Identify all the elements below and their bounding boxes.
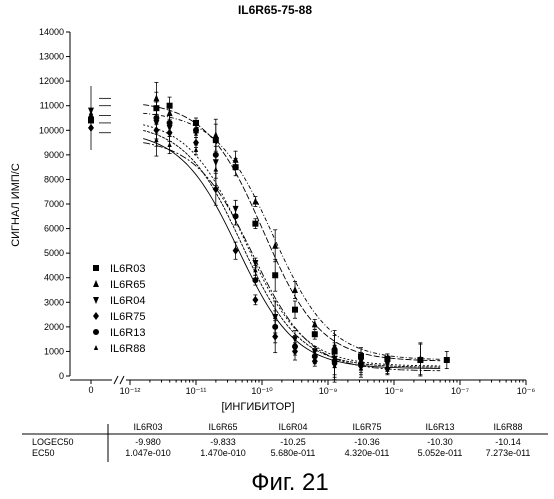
legend-label-IL6R13: IL6R13 [110,327,145,339]
x-tick-label: 10⁻¹² [120,386,141,396]
x-tick-label-zero: 0 [88,385,93,395]
y-tick-label: 14000 [39,27,64,37]
table-header-cell: IL6R88 [493,422,522,432]
figure-caption: Фиг. 21 [251,469,329,496]
y-tick-label: 0 [59,371,64,381]
legend-label-IL6R03: IL6R03 [110,263,145,275]
y-tick-label: 8000 [44,174,64,184]
table-header-cell: IL6R65 [208,422,237,432]
table-cell: -9.980 [135,437,161,447]
x-tick-label: 10⁻¹¹ [186,386,207,396]
x-tick-label: 10⁻⁶ [517,386,536,396]
fit-curves [99,98,440,370]
point-marker [272,272,278,278]
point-marker [214,167,218,172]
y-tick-label: 9000 [44,150,64,160]
axis-break-mark [114,376,118,384]
point-marker [167,120,173,126]
point-marker [252,296,258,304]
y-tick-label: 12000 [39,76,64,86]
point-marker [193,127,199,133]
table-cell: 1.470e-010 [200,448,246,458]
point-marker [444,357,450,363]
y-tick-label: 11000 [40,101,64,111]
fit-curve-IL6R04 [143,125,440,366]
table-cell: -9.833 [210,437,236,447]
legend-label-IL6R65: IL6R65 [110,279,145,291]
point-marker [93,265,99,271]
table-cell: -10.30 [427,437,453,447]
table-cell: 1.047e-010 [125,448,171,458]
y-tick-label: 3000 [44,297,64,307]
table-cell: 4.320e-011 [345,448,390,458]
fit-curve-IL6R13 [143,130,440,367]
legend-label-IL6R04: IL6R04 [110,295,145,307]
point-marker [94,345,98,350]
point-marker [292,286,298,293]
point-marker [252,198,258,205]
point-marker [153,115,159,121]
y-tick-label: 10000 [39,125,64,135]
table-cell: EC50 [32,448,55,458]
point-marker [93,280,99,287]
y-tick-label: 2000 [44,322,64,332]
y-tick-label: 5000 [44,248,64,258]
fit-curve-IL6R65 [143,113,440,359]
fit-curve-IL6R03 [143,105,440,361]
point-marker [93,297,99,304]
table-header-cell: IL6R04 [278,422,307,432]
table-cell: 7.273e-011 [486,448,531,458]
point-marker [252,221,258,227]
table-header-cell: IL6R03 [133,422,162,432]
axis-break-mark [120,376,124,384]
point-marker [154,137,158,142]
table-cell: LOGEC50 [32,437,74,447]
axes: 0 1000 2000 3000 4000 5000 6000 7000 8000 9000 100… [39,27,536,396]
table-cell: 5.680e-011 [271,448,316,458]
point-marker [252,277,258,283]
point-marker [93,329,99,335]
table-header-cell: IL6R75 [352,422,381,432]
legend-label-IL6R88: IL6R88 [110,343,145,355]
x-tick-label: 10⁻⁷ [451,386,469,396]
y-axis-label: СИГНАЛ ИМП/С [10,163,22,247]
point-marker [312,331,318,337]
point-marker [233,156,239,163]
y-tick-label: 7000 [44,199,64,209]
point-marker [293,341,297,346]
point-marker [292,307,298,313]
y-tick-label: 1000 [44,346,64,356]
table-header-cell: IL6R13 [425,422,454,432]
y-tick-label: 13000 [39,52,64,62]
x-tick-label: 10⁻⁹ [319,386,338,396]
table-cell: -10.14 [495,437,521,447]
x-axis-label: [ИНГИБИТОР] [221,401,294,413]
table-cell: 5.052e-011 [418,448,463,458]
ec50-table: IL6R03 IL6R65 IL6R04 IL6R75 IL6R13 IL6R88 LOGE… [22,422,548,462]
table-cell: -10.25 [280,437,306,447]
point-marker [213,131,219,138]
point-marker [93,312,99,320]
chart-title: IL6R65-75-88 [238,3,312,17]
y-tick-label: 6000 [44,224,64,234]
y-tick-label: 4000 [44,273,64,283]
x-tick-label: 10⁻¹⁰ [251,386,273,396]
point-marker [167,142,171,147]
table-cell: -10.36 [354,437,380,447]
legend-label-IL6R75: IL6R75 [110,311,145,323]
legend: IL6R03 IL6R65 IL6R04 IL6R75 IL6R13 IL6R88 [93,263,145,355]
fit-curve-IL6R75 [143,139,440,369]
point-marker [153,94,159,101]
x-tick-label: 10⁻⁸ [385,386,404,396]
